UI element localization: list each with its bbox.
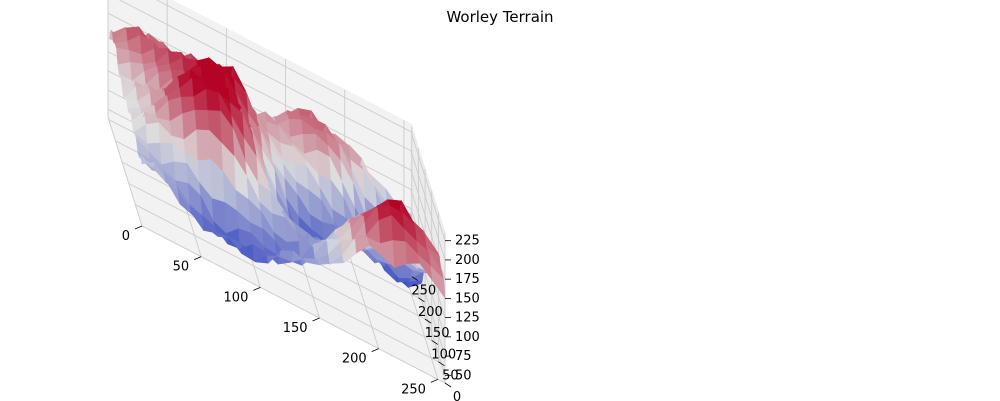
z-gridline (155, 0, 446, 241)
x-tick-mark (134, 225, 143, 230)
x-gridline (107, 0, 143, 227)
surface-facet (288, 118, 304, 138)
y-tick-mark (438, 361, 445, 367)
y-tick-label: 200 (418, 305, 443, 320)
y-tick-label: 250 (411, 284, 436, 299)
z-gridline (118, 0, 446, 261)
z-tick-label: 50 (455, 368, 472, 383)
chart-title: Worley Terrain (446, 8, 554, 26)
surface-facet (145, 122, 161, 145)
surface-facet (194, 109, 210, 131)
x-tick-label: 250 (401, 382, 426, 397)
y-tick-label: 150 (425, 326, 450, 341)
surface-facet (378, 215, 394, 244)
y-tick-label: 50 (442, 369, 459, 384)
x-tick-mark (194, 256, 202, 261)
y-tick-label: 100 (431, 347, 456, 362)
surface-facet (159, 142, 175, 166)
z-tick-label: 150 (455, 291, 480, 306)
x-tick-label: 50 (173, 260, 190, 275)
x-tick-label: 100 (224, 290, 249, 305)
y-tick-mark (411, 276, 419, 281)
y-tick-mark (431, 340, 438, 345)
y-tick-label: 0 (453, 390, 461, 401)
surface-facet (196, 129, 212, 161)
y-tick-mark (418, 297, 425, 303)
z-tick-label: 100 (455, 330, 480, 345)
x-tick-label: 150 (283, 321, 308, 336)
axis-ticks: 0501001502002500501001502002505075100125… (122, 225, 480, 401)
z-tick-label: 200 (455, 253, 480, 268)
z-tick-label: 75 (455, 349, 472, 364)
y-tick-mark (424, 318, 432, 324)
z-tick-label: 125 (455, 311, 480, 326)
surface-facet (392, 240, 408, 268)
surface-facet (173, 161, 189, 184)
surface-facet (430, 265, 446, 300)
surface-mesh (107, 26, 446, 300)
surface-facet (116, 47, 131, 66)
x-tick-mark (371, 348, 379, 353)
x-tick-mark (430, 378, 439, 383)
z-tick-label: 175 (455, 272, 480, 287)
z-tick-label: 225 (455, 234, 480, 249)
x-tick-mark (253, 286, 261, 291)
x-tick-label: 200 (342, 352, 367, 367)
x-tick-label: 0 (122, 229, 130, 244)
x-tick-mark (312, 317, 320, 322)
y-tick-mark (444, 382, 452, 388)
